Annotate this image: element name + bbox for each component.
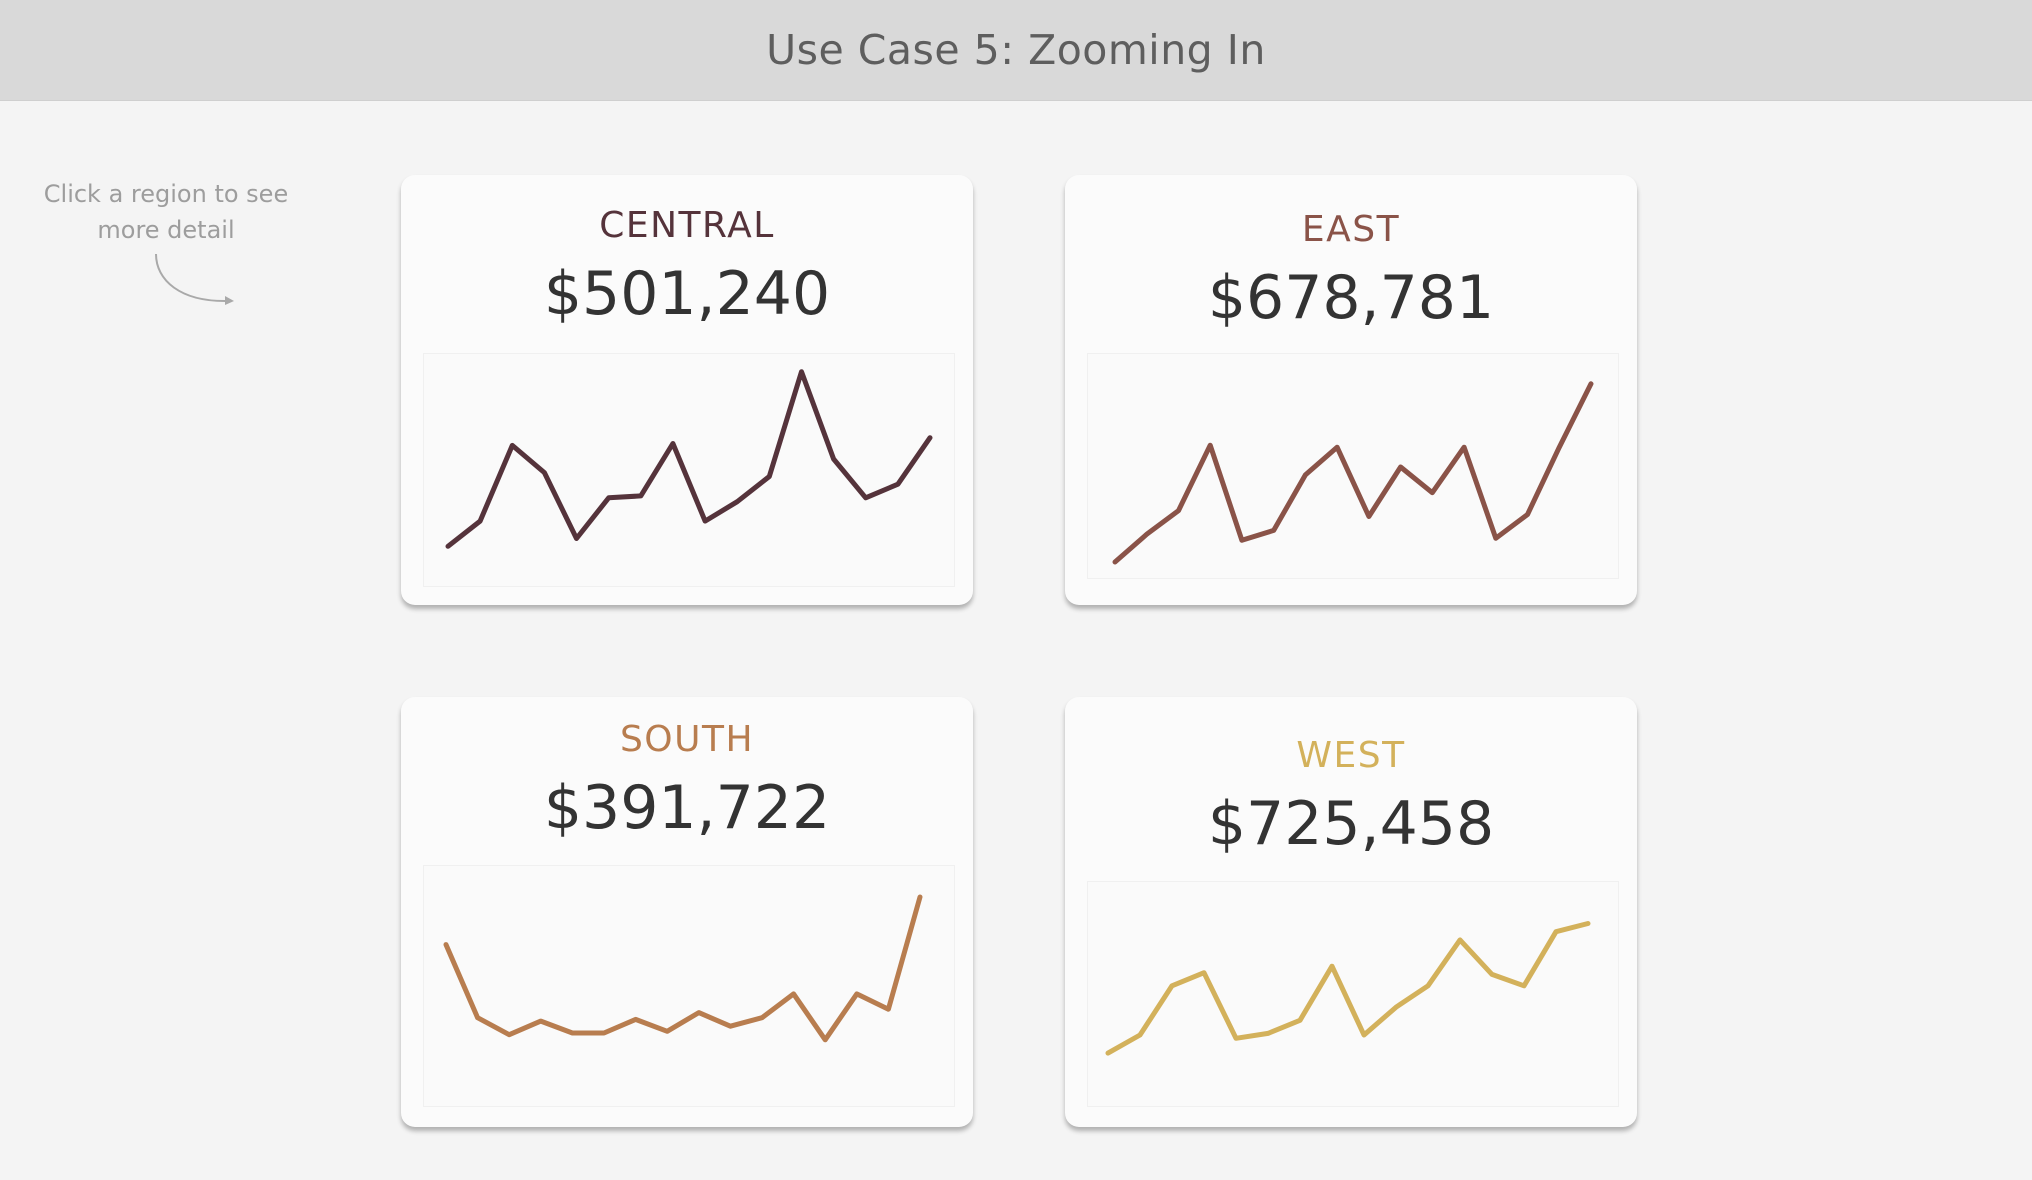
sparkline-chart bbox=[1087, 353, 1619, 579]
sparkline-series bbox=[445, 369, 933, 549]
sparkline-series bbox=[1105, 921, 1591, 1056]
sparkline-svg bbox=[443, 894, 923, 1043]
region-name: WEST bbox=[1296, 735, 1406, 776]
sparkline-svg bbox=[1105, 921, 1591, 1056]
instruction-text: Click a region to see more detail bbox=[43, 180, 289, 244]
region-sales-total: $391,722 bbox=[543, 773, 831, 843]
region-name: EAST bbox=[1301, 209, 1401, 250]
sparkline-chart bbox=[423, 865, 955, 1107]
region-card-west[interactable]: WEST $725,458 bbox=[1065, 697, 1637, 1127]
region-sales-total: $501,240 bbox=[543, 259, 831, 329]
region-card-central[interactable]: CENTRAL $501,240 bbox=[401, 175, 973, 605]
page-title: Use Case 5: Zooming In bbox=[766, 26, 1266, 74]
curved-arrow-icon bbox=[155, 253, 234, 305]
region-name: CENTRAL bbox=[599, 205, 775, 246]
sparkline-chart bbox=[1087, 881, 1619, 1107]
region-name: SOUTH bbox=[619, 719, 755, 760]
region-sales-total: $725,458 bbox=[1207, 789, 1495, 859]
sparkline-series bbox=[443, 894, 923, 1043]
region-sales-total: $678,781 bbox=[1207, 263, 1495, 333]
sparkline-chart bbox=[423, 353, 955, 587]
dashboard-header: Use Case 5: Zooming In bbox=[0, 0, 2032, 101]
region-card-south[interactable]: SOUTH $391,722 bbox=[401, 697, 973, 1127]
sparkline-series bbox=[1112, 381, 1594, 565]
sparkline-svg bbox=[445, 369, 933, 549]
sparkline-svg bbox=[1112, 381, 1594, 565]
region-card-east[interactable]: EAST $678,781 bbox=[1065, 175, 1637, 605]
